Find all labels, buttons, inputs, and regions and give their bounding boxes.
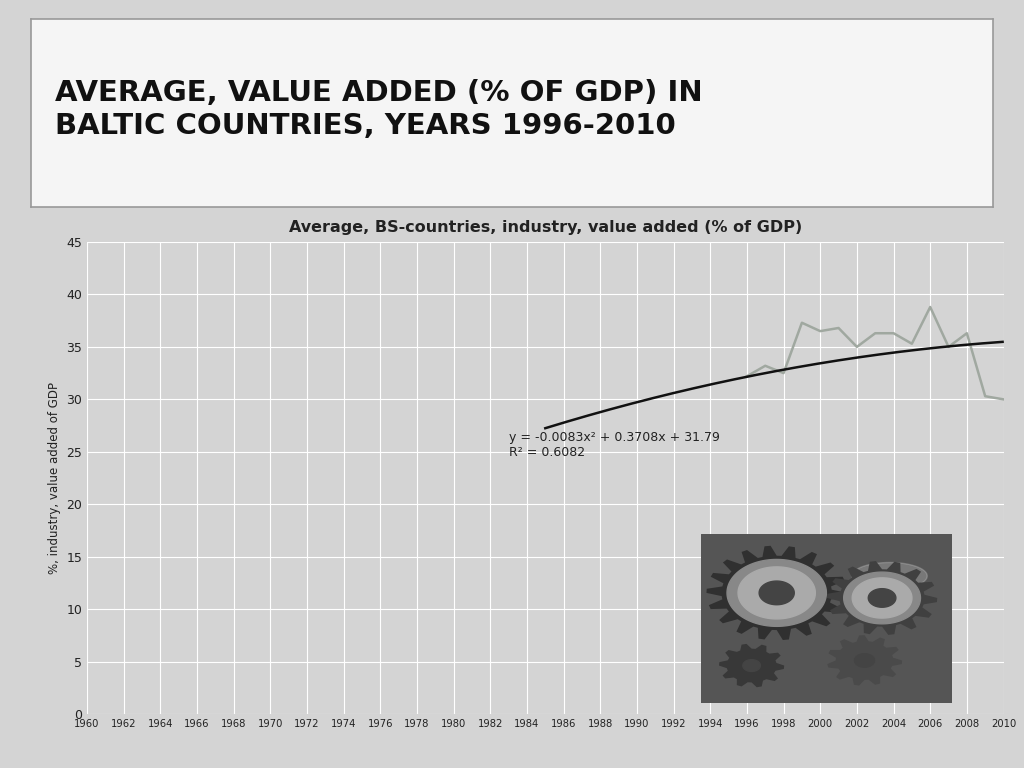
Polygon shape bbox=[738, 567, 815, 619]
Y-axis label: %, industry, value added of GDP: %, industry, value added of GDP bbox=[48, 382, 60, 574]
Polygon shape bbox=[727, 559, 826, 627]
Polygon shape bbox=[759, 581, 795, 604]
Polygon shape bbox=[827, 635, 902, 686]
Polygon shape bbox=[827, 561, 937, 635]
Polygon shape bbox=[719, 644, 784, 687]
Polygon shape bbox=[852, 562, 928, 590]
Text: AVERAGE, VALUE ADDED (% OF GDP) IN
BALTIC COUNTRIES, YEARS 1996-2010: AVERAGE, VALUE ADDED (% OF GDP) IN BALTI… bbox=[55, 79, 702, 141]
Polygon shape bbox=[854, 654, 874, 667]
Polygon shape bbox=[707, 546, 847, 640]
Polygon shape bbox=[742, 660, 761, 671]
Text: y = -0.0083x² + 0.3708x + 31.79
R² = 0.6082: y = -0.0083x² + 0.3708x + 31.79 R² = 0.6… bbox=[509, 431, 720, 458]
Polygon shape bbox=[852, 578, 912, 618]
Title: Average, BS-countries, industry, value added (% of GDP): Average, BS-countries, industry, value a… bbox=[289, 220, 802, 235]
Polygon shape bbox=[844, 572, 921, 624]
Polygon shape bbox=[868, 589, 896, 607]
